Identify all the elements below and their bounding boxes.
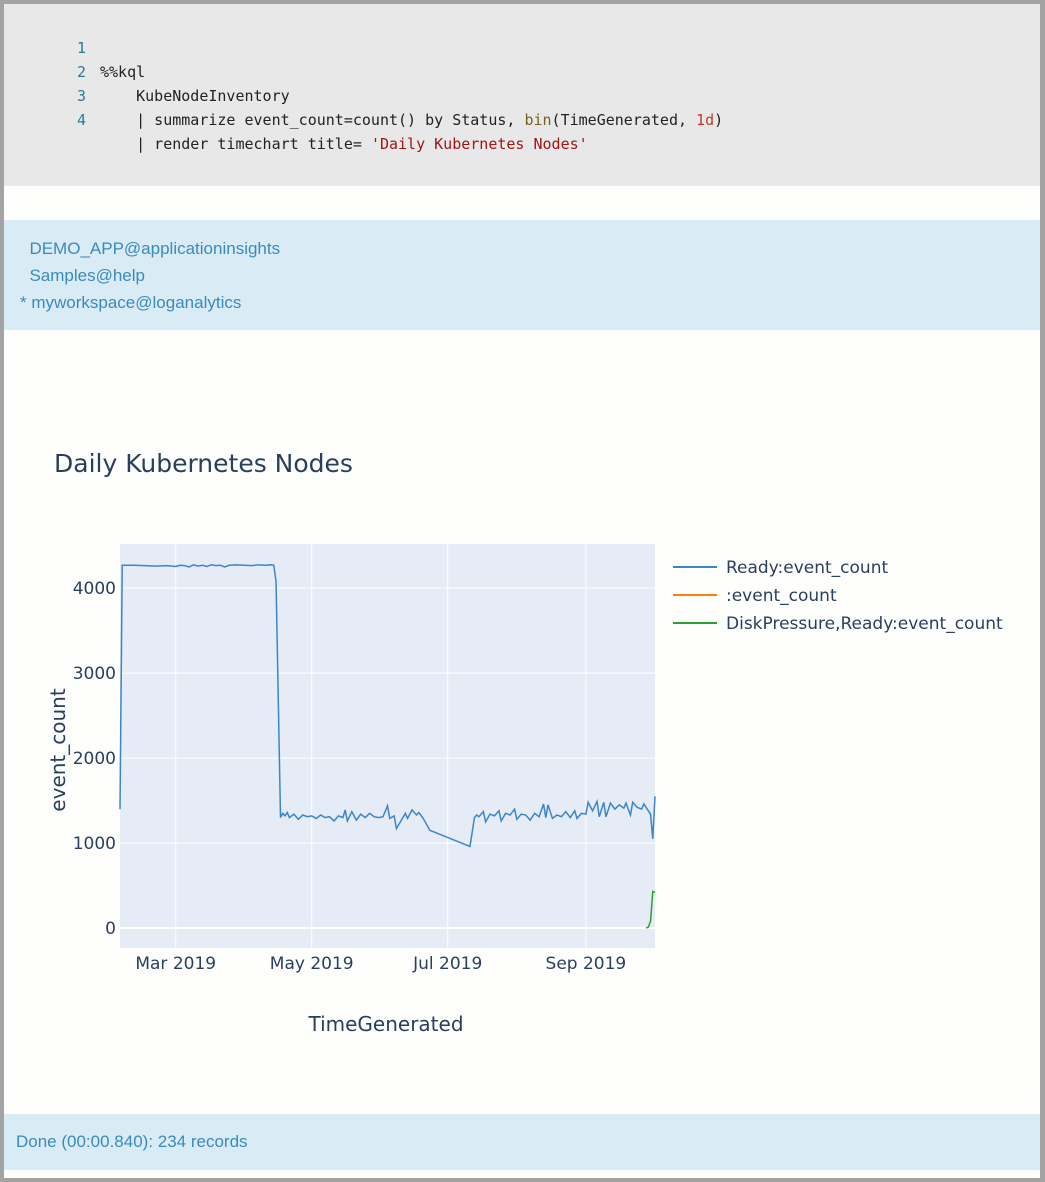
x-tick-label: Jul 2019 xyxy=(412,954,482,974)
status-text: Done (00:00.840): 234 records xyxy=(16,1132,248,1151)
code-string: 'Daily Kubernetes Nodes' xyxy=(370,135,588,153)
y-axis-label: event_count xyxy=(46,688,70,812)
code-text: | render timechart title= 'Daily Kuberne… xyxy=(100,132,588,156)
connection-item: Samples@help xyxy=(20,266,145,285)
code-function: bin xyxy=(524,111,552,129)
code-number: 1d xyxy=(696,111,715,129)
code-text: | summarize event_count=count() by Statu… xyxy=(100,108,723,132)
y-tick-label: 1000 xyxy=(73,834,116,854)
plot-area[interactable] xyxy=(120,544,655,948)
code-line: 1 %%kql xyxy=(4,12,145,81)
series-line-0 xyxy=(119,564,656,848)
connection-item: DEMO_APP@applicationinsights xyxy=(20,239,281,258)
chart-svg: Daily Kubernetes Nodes 0 1000 2000 3000 4000… xyxy=(46,449,1003,1036)
status-bar: Done (00:00.840): 234 records xyxy=(4,1114,1040,1170)
connection-item-active: * myworkspace@loganalytics xyxy=(20,293,242,312)
series-line-2 xyxy=(645,890,656,929)
line-number: 4 xyxy=(76,111,86,129)
gridlines xyxy=(120,544,655,948)
series-lines xyxy=(119,564,656,929)
code-token: | summarize event_count=count() by Statu… xyxy=(100,111,525,129)
timechart: Daily Kubernetes Nodes 0 1000 2000 3000 4000… xyxy=(4,334,1040,1114)
code-text: KubeNodeInventory xyxy=(100,87,290,105)
code-token: | render timechart title= xyxy=(100,135,371,153)
line-number: 2 xyxy=(76,63,86,81)
code-text: %%kql xyxy=(100,63,146,81)
code-editor[interactable]: 1 %%kql 2 KubeNodeInventory 3 | summariz… xyxy=(4,4,1040,186)
legend-label[interactable]: DiskPressure,Ready:event_count xyxy=(726,614,1003,634)
tick-labels: 0 1000 2000 3000 4000 Mar 2019 May 2019 Jul 201… xyxy=(73,579,627,974)
notebook-cell: 1 %%kql 2 KubeNodeInventory 3 | summariz… xyxy=(4,4,1040,1178)
legend[interactable]: Ready:event_count :event_count DiskPressur… xyxy=(673,558,1003,634)
line-number: 1 xyxy=(76,39,86,57)
y-tick-label: 2000 xyxy=(73,749,116,769)
code-line: 2 KubeNodeInventory xyxy=(4,36,290,105)
chart-title: Daily Kubernetes Nodes xyxy=(54,449,353,478)
x-tick-label: Sep 2019 xyxy=(546,954,627,974)
line-number: 3 xyxy=(76,87,86,105)
legend-label[interactable]: Ready:event_count xyxy=(726,558,888,578)
x-tick-label: Mar 2019 xyxy=(135,954,216,974)
code-token: (TimeGenerated, xyxy=(551,111,697,129)
code-token: ) xyxy=(714,111,724,129)
y-tick-label: 0 xyxy=(105,919,116,939)
legend-label[interactable]: :event_count xyxy=(726,586,837,606)
code-line: 4 | render timechart title= 'Daily Kuber… xyxy=(4,84,588,153)
code-line: 3 | summarize event_count=count() by Sta… xyxy=(4,60,723,129)
y-tick-label: 4000 xyxy=(73,579,116,599)
x-axis-label: TimeGenerated xyxy=(307,1012,463,1036)
connections-panel: DEMO_APP@applicationinsights Samples@hel… xyxy=(4,220,1040,330)
x-tick-label: May 2019 xyxy=(270,954,354,974)
y-tick-label: 3000 xyxy=(73,664,116,684)
